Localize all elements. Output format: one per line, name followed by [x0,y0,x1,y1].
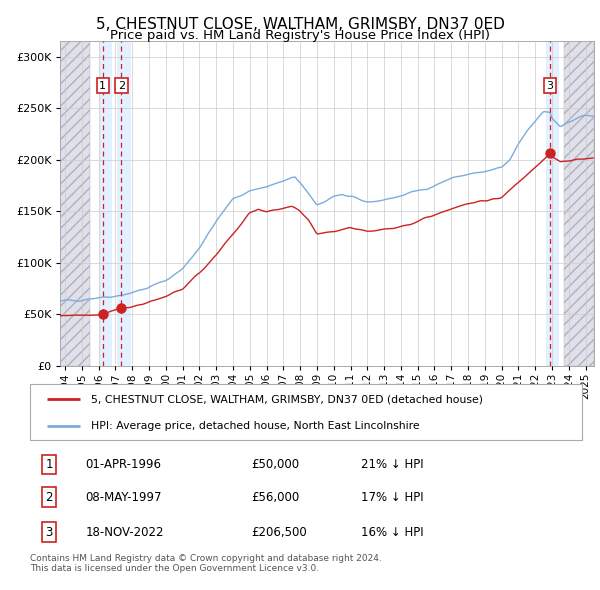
Bar [60,41,90,366]
Text: Contains HM Land Registry data © Crown copyright and database right 2024.
This d: Contains HM Land Registry data © Crown c… [30,553,382,573]
Text: 18-NOV-2022: 18-NOV-2022 [85,526,164,539]
Bar [60,41,90,366]
Text: 3: 3 [46,526,53,539]
Text: 2: 2 [46,490,53,504]
Bar [564,41,594,366]
Text: 01-APR-1996: 01-APR-1996 [85,458,161,471]
Text: 5, CHESTNUT CLOSE, WALTHAM, GRIMSBY, DN37 0ED: 5, CHESTNUT CLOSE, WALTHAM, GRIMSBY, DN3… [95,17,505,31]
Text: 17% ↓ HPI: 17% ↓ HPI [361,490,424,504]
Text: HPI: Average price, detached house, North East Lincolnshire: HPI: Average price, detached house, Nort… [91,421,419,431]
Text: £50,000: £50,000 [251,458,299,471]
Text: 2: 2 [118,81,125,91]
Text: £56,000: £56,000 [251,490,299,504]
Bar [117,41,131,366]
Text: 08-MAY-1997: 08-MAY-1997 [85,490,162,504]
Text: 1: 1 [100,81,106,91]
Bar [564,41,594,366]
Text: Price paid vs. HM Land Registry's House Price Index (HPI): Price paid vs. HM Land Registry's House … [110,30,490,42]
Bar [546,41,559,366]
Text: 16% ↓ HPI: 16% ↓ HPI [361,526,424,539]
Text: 1: 1 [46,458,53,471]
FancyBboxPatch shape [30,384,582,440]
Bar [98,41,112,366]
Text: 3: 3 [547,81,554,91]
Text: £206,500: £206,500 [251,526,307,539]
Text: 21% ↓ HPI: 21% ↓ HPI [361,458,424,471]
Text: 5, CHESTNUT CLOSE, WALTHAM, GRIMSBY, DN37 0ED (detached house): 5, CHESTNUT CLOSE, WALTHAM, GRIMSBY, DN3… [91,394,483,404]
